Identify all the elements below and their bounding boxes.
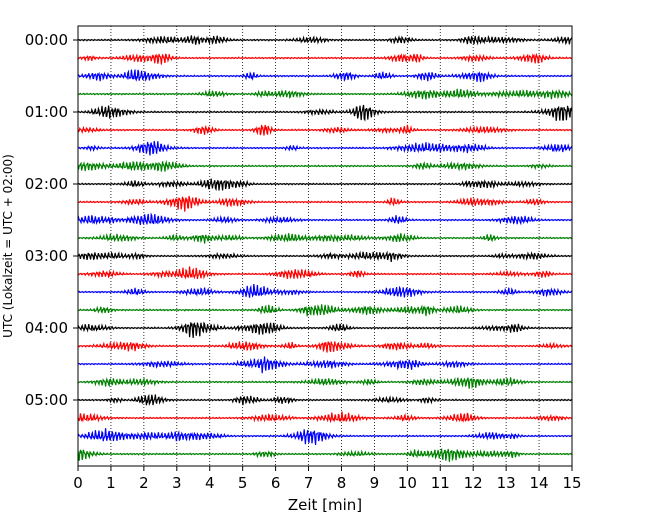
plot-border (77, 25, 573, 467)
trace-line (77, 411, 573, 424)
trace-line (77, 250, 573, 263)
y-tick-label: 04:00 (25, 319, 68, 337)
x-tick-label: 0 (73, 474, 83, 492)
y-tick-label: 01:00 (25, 103, 68, 121)
grid-lines (110, 26, 540, 466)
trace-line (77, 35, 573, 46)
trace-line (77, 356, 573, 374)
y-axis: 00:00 01:00 02:00 03:00 04:00 05:00 (25, 31, 78, 409)
trace-line (77, 428, 572, 446)
trace-line (77, 340, 572, 353)
trace-line (77, 232, 572, 244)
x-tick-label: 5 (238, 474, 248, 492)
x-tick-label: 6 (271, 474, 281, 492)
y-tick-label: 02:00 (25, 175, 68, 193)
x-tick-label: 4 (205, 474, 215, 492)
trace-line (77, 284, 572, 298)
x-tick-label: 8 (337, 474, 347, 492)
trace-line (77, 393, 573, 406)
y-tick-label: 00:00 (25, 31, 68, 49)
trace-line (77, 124, 573, 136)
trace-line (77, 212, 573, 226)
trace-line (77, 321, 573, 339)
x-tick-label: 7 (304, 474, 314, 492)
trace-line (77, 178, 572, 192)
trace-line (77, 448, 573, 462)
trace-line (77, 69, 573, 83)
trace-line (77, 266, 573, 280)
x-axis-label: Zeit [min] (288, 496, 362, 514)
trace-line (77, 88, 573, 100)
y-tick-label: 05:00 (25, 391, 68, 409)
plot-frame-group (78, 26, 572, 466)
x-tick-label: 11 (431, 474, 450, 492)
trace-line (77, 52, 573, 65)
x-axis: 0 1 2 3 4 5 6 7 8 9 10 11 12 13 14 15 (73, 466, 582, 492)
trace-line (77, 159, 573, 172)
x-tick-label: 10 (398, 474, 417, 492)
trace-line (77, 140, 573, 156)
trace-line (77, 195, 573, 212)
x-tick-label: 1 (106, 474, 116, 492)
trace-line (77, 304, 573, 317)
x-tick-label: 9 (370, 474, 380, 492)
plot-area (78, 26, 572, 466)
x-tick-label: 13 (497, 474, 516, 492)
y-axis-label: UTC (Lokalzeit = UTC + 02:00) (1, 154, 15, 338)
trace-line (77, 104, 573, 122)
x-tick-label: 2 (139, 474, 149, 492)
x-tick-label: 14 (530, 474, 549, 492)
trace-line (77, 376, 573, 389)
x-tick-label: 3 (172, 474, 182, 492)
traces (77, 35, 573, 462)
x-tick-label: 15 (562, 474, 581, 492)
x-tick-label: 12 (464, 474, 483, 492)
y-tick-label: 03:00 (25, 247, 68, 265)
